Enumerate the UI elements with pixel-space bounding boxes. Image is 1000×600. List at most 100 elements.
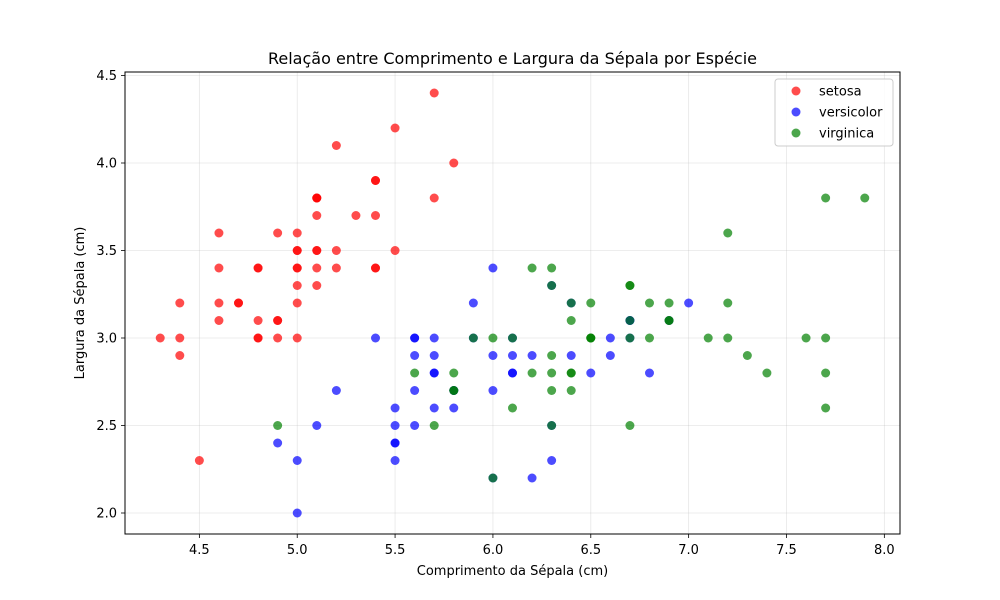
scatter-point-virginica — [273, 421, 283, 430]
scatter-point-versicolor — [410, 386, 420, 395]
scatter-point-setosa — [449, 158, 459, 168]
scatter-point-setosa — [331, 246, 341, 255]
x-tick-label: 5.5 — [385, 543, 406, 558]
scatter-point-virginica — [508, 333, 517, 343]
data-points — [155, 88, 870, 518]
scatter-point-setosa — [155, 333, 165, 343]
legend-label-virginica: virginica — [819, 127, 874, 142]
scatter-point-virginica — [664, 316, 674, 325]
scatter-point-setosa — [292, 281, 302, 290]
scatter-point-versicolor — [684, 298, 694, 308]
scatter-point-versicolor — [488, 386, 498, 395]
scatter-point-versicolor — [429, 403, 439, 413]
y-tick-label: 2.5 — [96, 419, 117, 434]
scatter-point-setosa — [292, 298, 302, 308]
scatter-point-virginica — [508, 403, 517, 413]
x-tick-label: 7.5 — [776, 543, 797, 558]
scatter-point-virginica — [566, 368, 576, 378]
scatter-point-virginica — [644, 333, 654, 343]
scatter-point-versicolor — [390, 456, 400, 465]
scatter-point-virginica — [547, 281, 557, 290]
x-tick-label: 8.0 — [874, 543, 895, 558]
x-tick-label: 6.0 — [483, 543, 504, 558]
scatter-point-virginica — [821, 333, 831, 343]
scatter-point-virginica — [723, 298, 733, 308]
scatter-point-setosa — [273, 228, 283, 238]
scatter-point-setosa — [234, 298, 244, 308]
scatter-point-virginica — [410, 368, 420, 378]
scatter-point-versicolor — [586, 368, 596, 378]
scatter-point-setosa — [292, 333, 302, 343]
scatter-point-setosa — [175, 333, 185, 343]
scatter-point-setosa — [292, 246, 302, 255]
scatter-point-virginica — [488, 333, 498, 343]
scatter-point-setosa — [175, 351, 185, 360]
scatter-point-virginica — [547, 368, 557, 378]
scatter-point-setosa — [429, 88, 439, 98]
scatter-point-setosa — [214, 263, 224, 273]
chart-title: Relação entre Comprimento e Largura da S… — [268, 49, 757, 68]
scatter-point-versicolor — [468, 298, 478, 308]
x-axis-label: Comprimento da Sépala (cm) — [417, 564, 608, 579]
scatter-point-virginica — [566, 386, 576, 395]
y-tick-label: 4.5 — [96, 69, 117, 84]
scatter-point-virginica — [625, 316, 635, 325]
scatter-point-setosa — [351, 211, 361, 220]
legend-label-setosa: setosa — [819, 85, 862, 100]
scatter-point-versicolor — [429, 368, 439, 378]
y-tick-label: 4.0 — [96, 157, 117, 172]
scatter-point-versicolor — [547, 456, 557, 465]
scatter-point-virginica — [723, 333, 733, 343]
scatter-point-versicolor — [605, 333, 615, 343]
scatter-point-versicolor — [410, 421, 420, 430]
scatter-point-versicolor — [508, 368, 517, 378]
scatter-point-versicolor — [566, 351, 576, 360]
scatter-point-versicolor — [312, 421, 322, 430]
scatter-point-versicolor — [488, 263, 498, 273]
scatter-point-setosa — [214, 228, 224, 238]
scatter-point-versicolor — [527, 473, 537, 483]
y-tick-label: 3.0 — [96, 332, 117, 347]
scatter-point-setosa — [253, 333, 263, 343]
scatter-point-setosa — [253, 316, 263, 325]
scatter-point-versicolor — [390, 438, 400, 448]
scatter-point-setosa — [371, 176, 381, 185]
scatter-point-virginica — [429, 421, 439, 430]
x-tick-label: 5.0 — [287, 543, 308, 558]
x-tick-label: 4.5 — [189, 543, 210, 558]
scatter-point-versicolor — [273, 438, 283, 448]
scatter-point-virginica — [625, 333, 635, 343]
scatter-point-setosa — [253, 263, 263, 273]
scatter-point-setosa — [194, 456, 204, 465]
scatter-point-setosa — [273, 333, 283, 343]
scatter-point-virginica — [566, 298, 576, 308]
scatter-point-setosa — [292, 228, 302, 238]
scatter-point-setosa — [273, 316, 283, 325]
scatter-point-virginica — [527, 263, 537, 273]
scatter-point-versicolor — [488, 351, 498, 360]
scatter-point-virginica — [664, 298, 674, 308]
scatter-point-virginica — [821, 193, 831, 203]
scatter-point-versicolor — [410, 333, 420, 343]
scatter-point-virginica — [488, 473, 498, 483]
scatter-point-versicolor — [527, 351, 537, 360]
scatter-point-virginica — [625, 421, 635, 430]
axis-ticks: 4.5 5.0 5.5 6.0 6.5 7.0 7.5 8.0 2.0 2.5 3.0 3.5 4.0 4… — [96, 69, 894, 558]
legend-box — [774, 78, 894, 147]
scatter-point-setosa — [429, 193, 439, 203]
scatter-point-virginica — [703, 333, 713, 343]
legend-marker-virginica — [791, 128, 801, 138]
scatter-point-virginica — [547, 351, 557, 360]
scatter-point-versicolor — [605, 351, 615, 360]
plot-frame — [124, 71, 901, 535]
scatter-point-setosa — [312, 246, 322, 255]
scatter-point-virginica — [527, 368, 537, 378]
scatter-point-virginica — [860, 193, 870, 203]
x-tick-label: 6.5 — [580, 543, 601, 558]
scatter-point-setosa — [371, 211, 381, 220]
y-axis-label: Largura da Sépala (cm) — [73, 227, 88, 380]
legend-label-versicolor: versicolor — [819, 106, 883, 121]
scatter-point-virginica — [468, 333, 478, 343]
scatter-point-versicolor — [331, 386, 341, 395]
